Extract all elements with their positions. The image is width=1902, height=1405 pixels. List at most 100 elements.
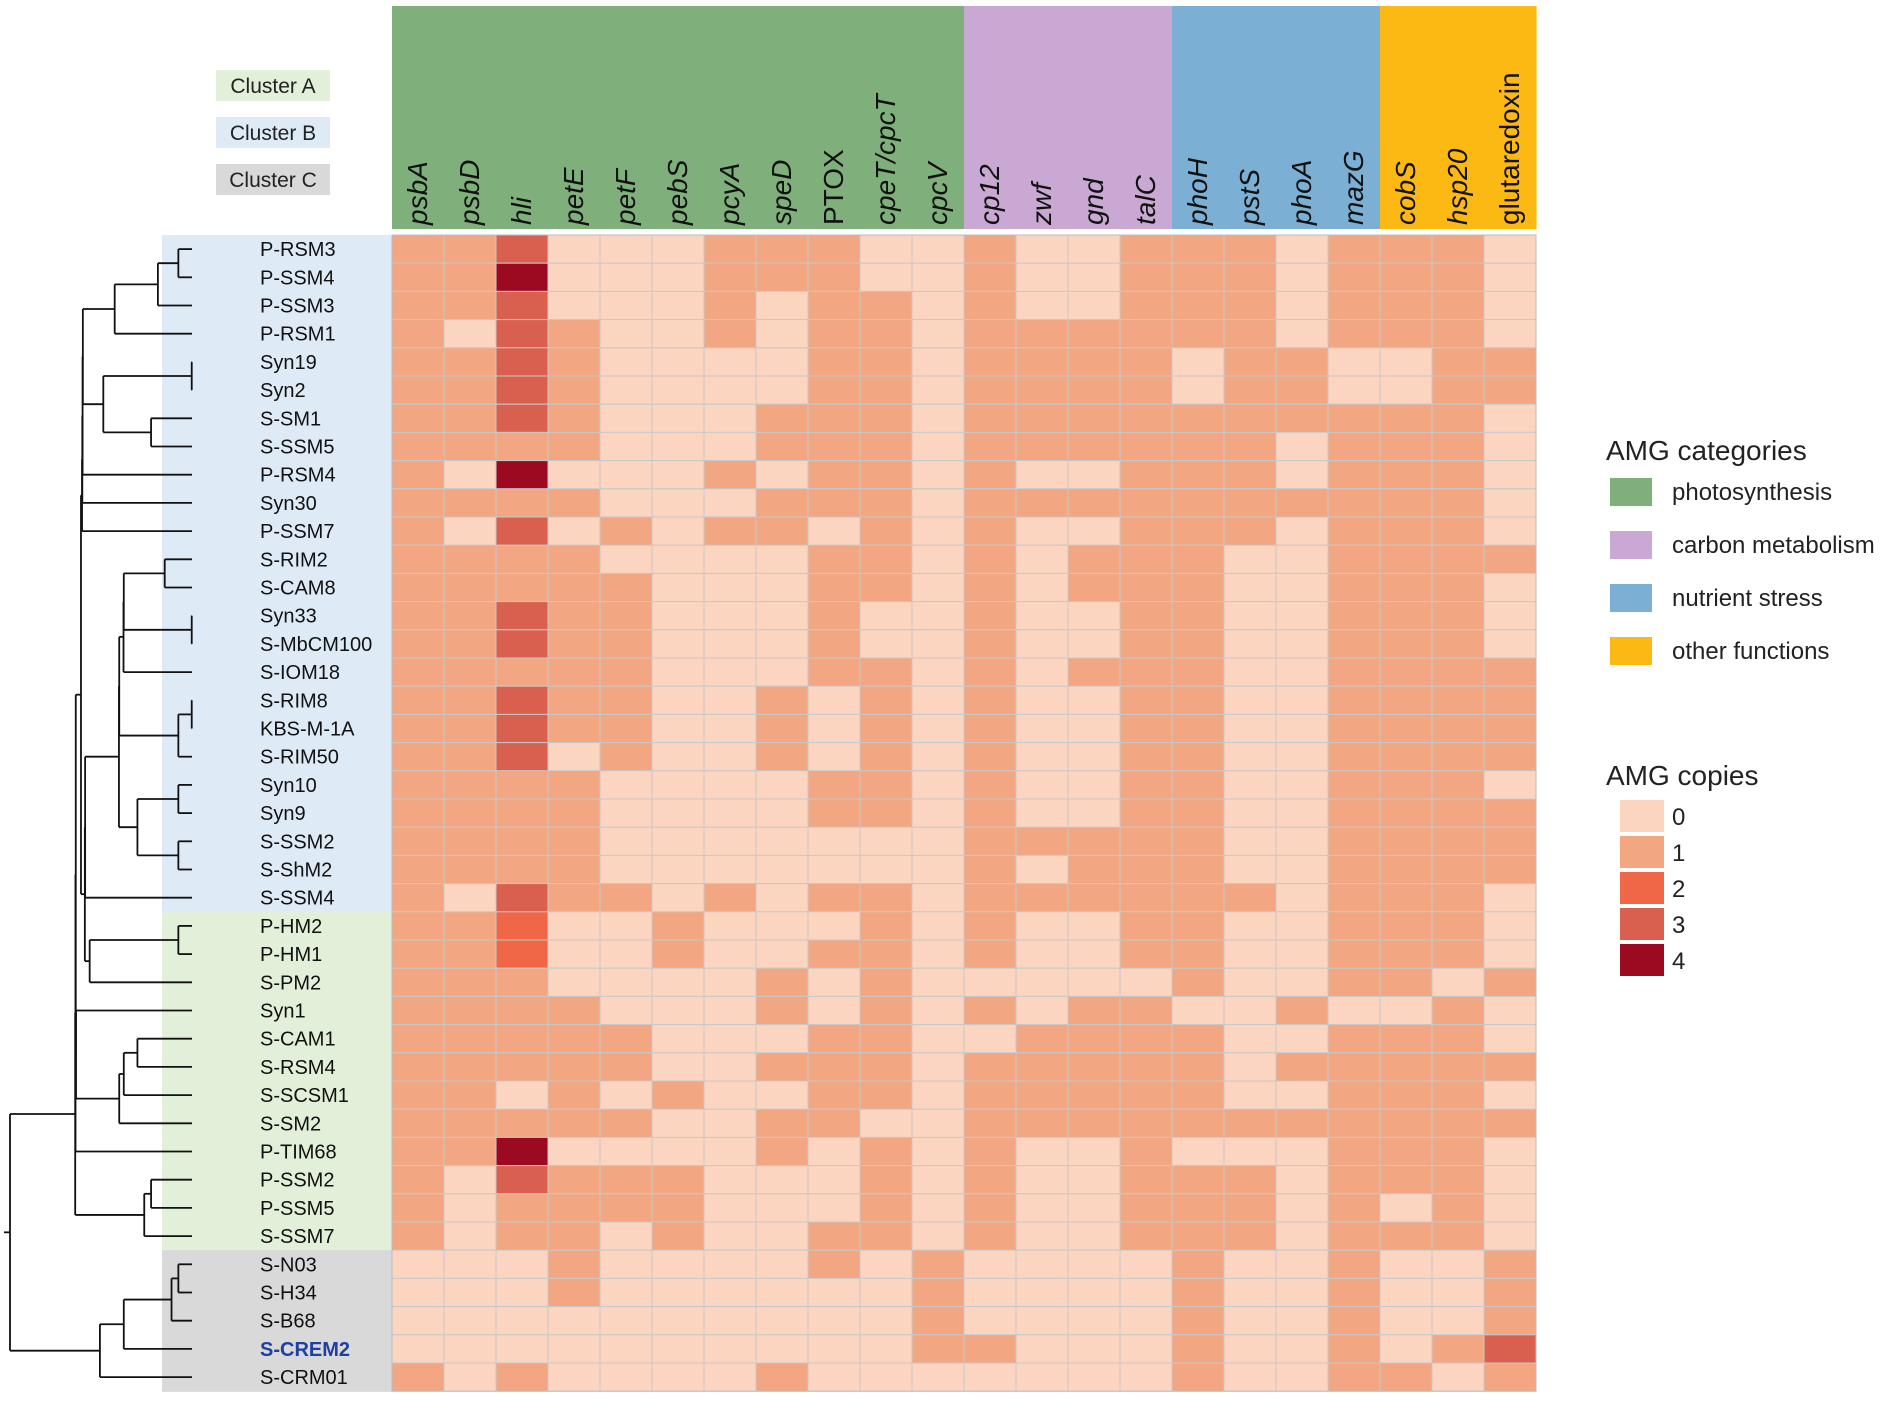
legend-category-label: photosynthesis <box>1672 479 1832 506</box>
heatmap-cell <box>443 1024 497 1054</box>
heatmap-cell <box>1223 516 1277 546</box>
heatmap-cell <box>1379 629 1433 659</box>
heatmap-cell <box>599 319 653 349</box>
heatmap-cell <box>1223 460 1277 490</box>
heatmap-cell <box>911 967 965 997</box>
heatmap-cell <box>755 685 809 715</box>
heatmap-cell <box>495 967 549 997</box>
heatmap-cell <box>807 1221 861 1251</box>
legend-copies-swatch <box>1620 872 1664 904</box>
heatmap-cell <box>599 1221 653 1251</box>
heatmap-cell <box>1223 685 1277 715</box>
heatmap-cell <box>703 460 757 490</box>
heatmap-cell <box>599 572 653 603</box>
heatmap-cell <box>547 629 601 659</box>
heatmap-cell <box>1015 1362 1069 1392</box>
heatmap-cell <box>1171 798 1225 828</box>
heatmap-cell <box>807 319 861 349</box>
heatmap-cell <box>963 1024 1017 1054</box>
heatmap-cell <box>1275 347 1329 377</box>
heatmap-cell <box>1015 742 1069 772</box>
heatmap-cell <box>859 234 913 264</box>
heatmap-cell <box>911 995 965 1026</box>
heatmap-cell <box>807 290 861 321</box>
heatmap-cell <box>1431 1362 1485 1392</box>
gene-label: pstS <box>1234 169 1265 226</box>
heatmap-cell <box>1119 854 1173 885</box>
row-cluster-background <box>162 1222 392 1251</box>
heatmap-cell <box>1015 629 1069 659</box>
phage-label: S-SCSM1 <box>260 1085 349 1107</box>
heatmap-cell <box>1379 742 1433 772</box>
heatmap-cell <box>859 375 913 405</box>
heatmap-cell <box>599 431 653 462</box>
heatmap-cell <box>911 431 965 462</box>
heatmap-cell <box>599 1165 653 1195</box>
heatmap-cell <box>1431 572 1485 603</box>
heatmap-cell <box>1223 290 1277 321</box>
heatmap-cell <box>911 911 965 941</box>
heatmap-cell <box>1171 262 1225 292</box>
phage-row-labels: P-RSM3 P-SSM4 P-SSM3 P-RSM1 Syn19 Syn2 S-SM1 S-… <box>260 239 372 1389</box>
legend-category-swatch <box>1610 531 1652 559</box>
heatmap-cell <box>1327 1249 1381 1279</box>
heatmap-cell <box>1015 1334 1069 1364</box>
heatmap-cell <box>1119 1024 1173 1054</box>
heatmap-cell <box>1015 798 1069 828</box>
heatmap-cell <box>391 319 445 349</box>
heatmap-cell <box>1431 657 1485 687</box>
heatmap-cell <box>807 713 861 744</box>
heatmap-cell <box>1327 1277 1381 1308</box>
heatmap-cell <box>547 431 601 462</box>
heatmap-cell <box>547 460 601 490</box>
heatmap-cell <box>703 742 757 772</box>
heatmap-cell <box>495 883 549 913</box>
heatmap-cell <box>495 1334 549 1364</box>
gene-label: petE <box>558 167 589 226</box>
gene-label: pebS <box>662 159 693 226</box>
heatmap-cell <box>1067 431 1121 462</box>
heatmap-cell <box>495 1108 549 1138</box>
heatmap-cell <box>1327 403 1381 433</box>
heatmap-cell <box>1275 826 1329 856</box>
heatmap-cell <box>1171 1136 1225 1167</box>
heatmap-cell <box>755 403 809 433</box>
heatmap-cell <box>1067 713 1121 744</box>
heatmap-cells <box>391 234 1537 1392</box>
heatmap-cell <box>1067 262 1121 292</box>
gene-label: mazG <box>1338 150 1369 225</box>
heatmap-cell <box>1431 1024 1485 1054</box>
heatmap-cell <box>1015 883 1069 913</box>
heatmap-cell <box>547 1221 601 1251</box>
row-cluster-background <box>162 1109 392 1138</box>
heatmap-cell <box>1483 403 1537 433</box>
heatmap-cell <box>755 460 809 490</box>
heatmap-cell <box>1171 657 1225 687</box>
heatmap-cell <box>1431 234 1485 264</box>
heatmap-cell <box>651 1306 705 1336</box>
heatmap-cell <box>547 995 601 1026</box>
heatmap-cell <box>1379 460 1433 490</box>
heatmap-cell <box>1015 262 1069 292</box>
heatmap-cell <box>1015 770 1069 800</box>
heatmap-cell <box>1431 713 1485 744</box>
heatmap-cell <box>859 685 913 715</box>
legend-category-swatch <box>1610 478 1652 506</box>
phage-label: S-MbCM100 <box>260 634 372 656</box>
cluster-legend: Cluster A Cluster B Cluster C <box>216 70 330 195</box>
heatmap-cell <box>1119 1277 1173 1308</box>
heatmap-cell <box>859 460 913 490</box>
heatmap-cell <box>859 939 913 969</box>
heatmap-cell <box>1015 1024 1069 1054</box>
heatmap-cell <box>443 1277 497 1308</box>
heatmap-cell <box>1223 431 1277 462</box>
heatmap-cell <box>1067 1193 1121 1223</box>
row-cluster-background <box>162 1278 392 1308</box>
heatmap-cell <box>1171 1221 1225 1251</box>
heatmap-cell <box>651 770 705 800</box>
heatmap-cell <box>703 1249 757 1279</box>
heatmap-cell <box>859 1052 913 1082</box>
heatmap-cell <box>1379 375 1433 405</box>
heatmap-cell <box>963 826 1017 856</box>
heatmap-cell <box>911 1193 965 1223</box>
